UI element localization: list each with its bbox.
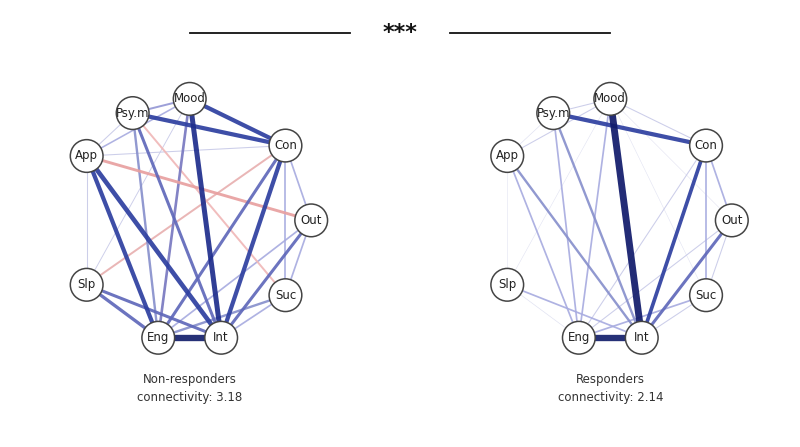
Circle shape — [174, 83, 206, 115]
Text: Suc: Suc — [695, 289, 717, 302]
Text: Responders
connectivity: 2.14: Responders connectivity: 2.14 — [558, 373, 663, 404]
Text: Eng: Eng — [568, 331, 590, 344]
Text: Slp: Slp — [78, 278, 96, 291]
Circle shape — [491, 139, 524, 173]
Text: Int: Int — [634, 331, 650, 344]
Text: App: App — [496, 149, 518, 163]
Circle shape — [626, 321, 658, 354]
Text: Psy.m: Psy.m — [537, 106, 570, 120]
Text: Out: Out — [721, 214, 742, 227]
Text: Suc: Suc — [275, 289, 296, 302]
Text: App: App — [75, 149, 98, 163]
Text: Mood: Mood — [174, 93, 206, 105]
Circle shape — [690, 279, 722, 312]
Text: Mood: Mood — [594, 93, 626, 105]
Circle shape — [295, 204, 327, 237]
Text: Non-responders
connectivity: 3.18: Non-responders connectivity: 3.18 — [137, 373, 242, 404]
Circle shape — [715, 204, 748, 237]
Circle shape — [690, 129, 722, 162]
Text: Int: Int — [214, 331, 229, 344]
Text: ***: *** — [382, 23, 418, 43]
Text: Con: Con — [694, 139, 718, 152]
Circle shape — [491, 268, 524, 301]
Text: Out: Out — [301, 214, 322, 227]
Circle shape — [594, 83, 626, 115]
Circle shape — [562, 321, 595, 354]
Circle shape — [269, 279, 302, 312]
Circle shape — [70, 268, 103, 301]
Circle shape — [537, 97, 570, 130]
Circle shape — [116, 97, 149, 130]
Text: Slp: Slp — [498, 278, 516, 291]
Text: Psy.m: Psy.m — [116, 106, 150, 120]
Text: Con: Con — [274, 139, 297, 152]
Circle shape — [70, 139, 103, 173]
Circle shape — [205, 321, 238, 354]
Circle shape — [142, 321, 174, 354]
Text: Eng: Eng — [147, 331, 170, 344]
Circle shape — [269, 129, 302, 162]
